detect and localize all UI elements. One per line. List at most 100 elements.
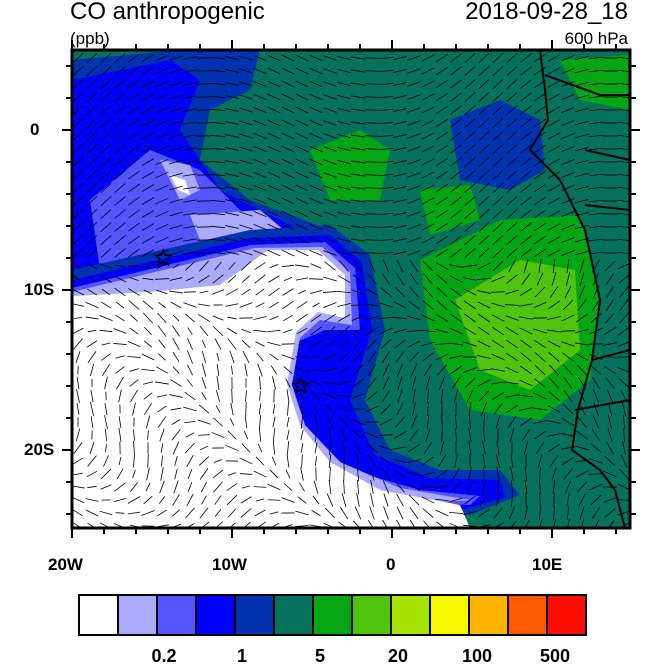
wind-vector — [351, 147, 365, 151]
wind-vector — [505, 381, 519, 385]
wind-vector — [267, 80, 281, 88]
x-tick-label: 10W — [212, 555, 247, 574]
wind-vector — [396, 402, 404, 416]
wind-vector — [281, 249, 295, 257]
wind-vector — [378, 173, 394, 177]
wind-vector — [575, 185, 589, 191]
wind-vector — [271, 456, 277, 466]
wind-vector — [281, 54, 295, 62]
wind-vector — [86, 470, 98, 478]
wind-vector — [100, 170, 112, 180]
wind-vector — [185, 432, 195, 438]
wind-vector — [309, 54, 323, 62]
wind-vector — [409, 429, 419, 441]
wind-vector — [199, 260, 209, 272]
wind-vector — [491, 368, 505, 372]
wind-vector — [492, 130, 504, 142]
wind-vector — [337, 55, 351, 61]
colorbar-swatch — [509, 596, 548, 634]
wind-vector — [314, 428, 318, 442]
wind-vector — [463, 277, 477, 281]
colorbar-swatch — [470, 596, 509, 634]
wind-vector — [450, 144, 462, 154]
wind-vector — [309, 379, 323, 387]
wind-vector — [393, 69, 407, 73]
wind-vector — [281, 106, 295, 114]
wind-vector — [114, 170, 126, 180]
wind-vector — [464, 92, 476, 102]
wind-vector — [478, 156, 490, 168]
wind-vector — [496, 441, 500, 455]
wind-vector — [267, 210, 281, 218]
wind-vector — [169, 290, 183, 294]
wind-vector — [76, 389, 80, 403]
wind-vector — [509, 428, 515, 442]
wind-vector — [337, 185, 351, 191]
wind-vector — [589, 108, 603, 112]
wind-vector — [547, 184, 561, 192]
wind-vector — [579, 259, 585, 273]
wind-vector — [323, 120, 337, 126]
wind-vector — [450, 79, 462, 89]
wind-vector — [141, 184, 155, 192]
wind-vector — [337, 68, 351, 74]
wind-vector — [169, 120, 183, 126]
wind-vector — [169, 55, 183, 61]
wind-vector — [496, 467, 500, 481]
wind-vector — [172, 366, 180, 374]
wind-vector — [342, 441, 346, 455]
wind-vector — [337, 146, 351, 152]
wind-vector — [210, 186, 226, 190]
wind-vector — [323, 55, 337, 61]
wind-vector — [533, 157, 547, 167]
wind-vector — [172, 337, 180, 351]
wind-vector — [561, 237, 575, 243]
wind-vector — [380, 403, 392, 415]
wind-vector — [450, 131, 462, 141]
wind-vector — [86, 117, 98, 129]
wind-vector — [210, 147, 226, 151]
wind-vector — [423, 441, 433, 455]
wind-vector — [435, 353, 449, 361]
wind-vector — [482, 454, 486, 468]
wind-vector — [245, 390, 247, 402]
wind-vector — [90, 363, 94, 377]
wind-vector — [183, 186, 197, 190]
wind-vector — [256, 521, 266, 528]
wind-vector — [133, 441, 135, 455]
wind-vector — [155, 197, 169, 205]
wind-vector — [142, 300, 154, 310]
wind-vector — [295, 145, 309, 153]
wind-vector — [229, 418, 235, 426]
wind-vector — [382, 480, 390, 494]
wind-vector — [172, 494, 180, 506]
wind-vector — [197, 419, 211, 425]
wind-vector — [255, 456, 265, 466]
wind-vector — [453, 389, 459, 403]
wind-vector — [324, 403, 336, 415]
wind-vector — [378, 134, 394, 138]
wind-vector — [186, 276, 194, 282]
wind-vector — [157, 416, 167, 428]
wind-vector — [534, 378, 546, 388]
wind-vector — [133, 454, 135, 468]
wind-vector — [421, 93, 435, 101]
wind-vector — [239, 81, 253, 87]
wind-vector — [255, 302, 265, 308]
star-marker-icon — [291, 376, 311, 395]
wind-vector — [157, 325, 167, 337]
wind-vector — [145, 415, 151, 429]
y-tick-label: 10S — [24, 280, 55, 299]
wind-vector — [491, 353, 505, 361]
wind-vector — [464, 495, 476, 505]
wind-vector — [407, 185, 421, 191]
wind-vector — [169, 81, 183, 87]
wind-vector — [337, 172, 351, 178]
wind-vector — [520, 157, 532, 167]
wind-vector — [253, 146, 267, 152]
wind-vector — [157, 405, 167, 413]
wind-vector — [183, 212, 197, 216]
wind-vector — [536, 272, 544, 286]
wind-vector — [420, 329, 436, 333]
wind-vector — [479, 493, 489, 507]
